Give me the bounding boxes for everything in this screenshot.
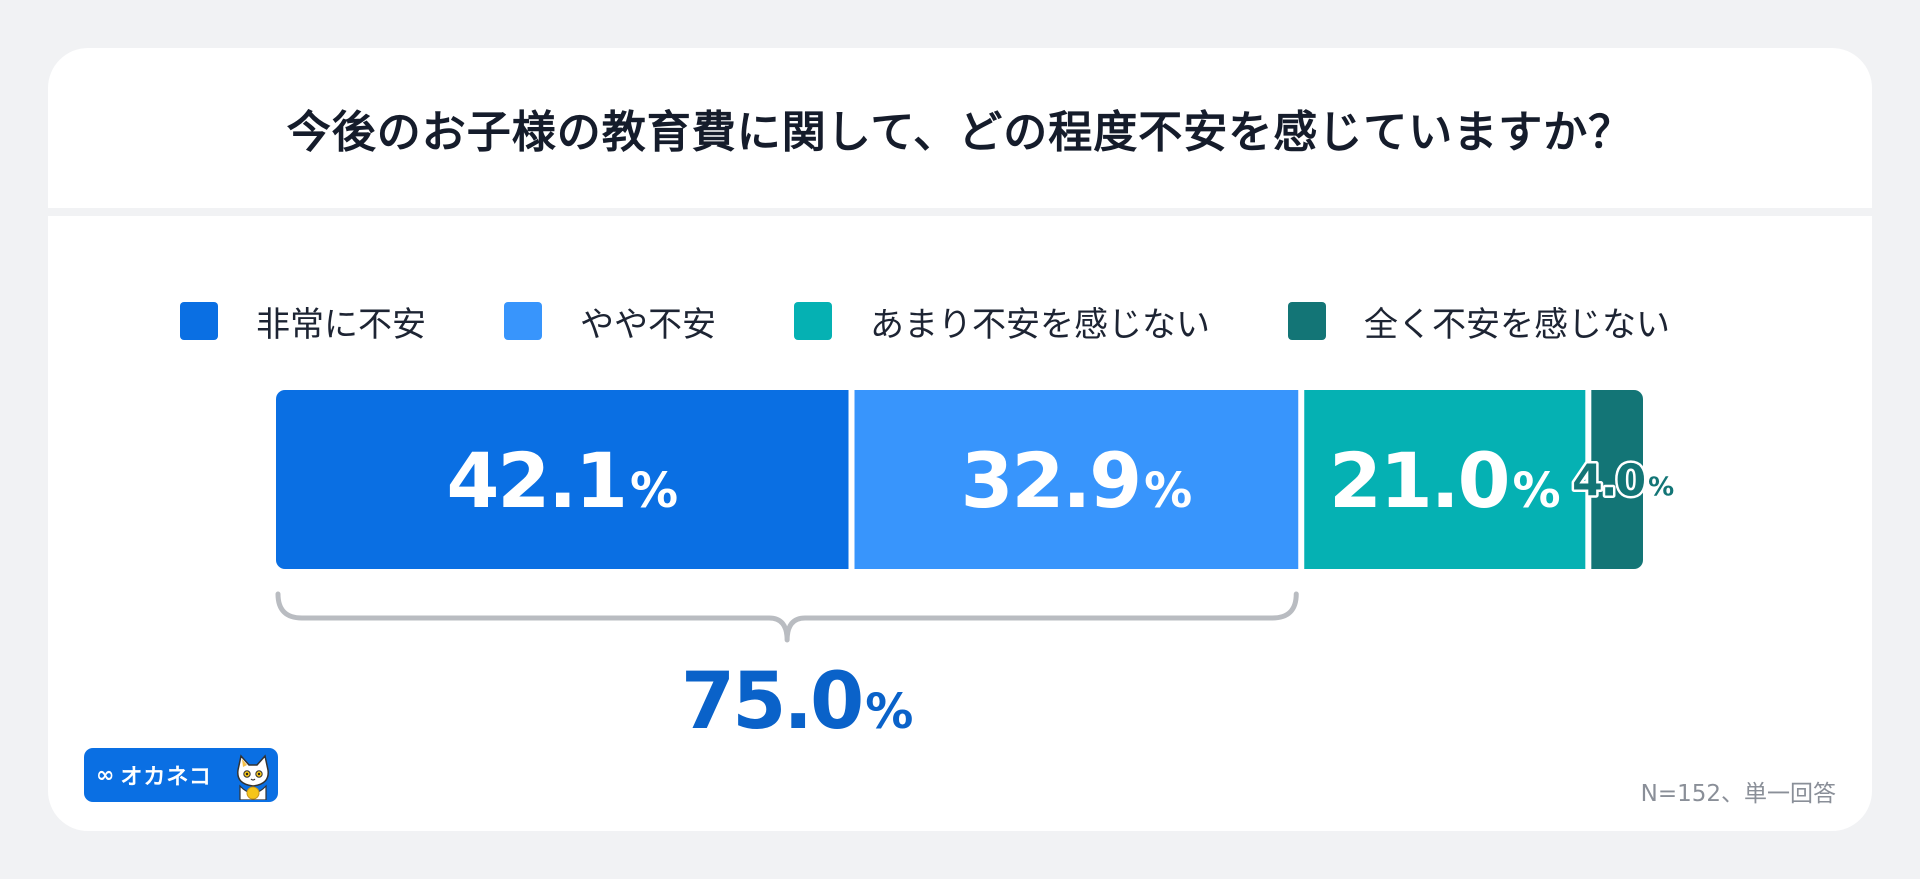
legend-item-very-anxious: 非常に不安 [180, 297, 426, 346]
sample-size-note: N=152、単一回答 [1640, 781, 1836, 807]
title-area: 今後のお子様の教育費に関して、どの程度不安を感じていますか？ [48, 48, 1872, 208]
bar-value-label-3: 21.0% [1329, 436, 1561, 525]
chart-card: 今後のお子様の教育費に関して、どの程度不安を感じていますか？ 非常に不安 やや不… [48, 48, 1872, 831]
page-title: 今後のお子様の教育費に関して、どの程度不安を感じていますか？ [286, 107, 1634, 158]
bar-segment-1 [276, 390, 849, 569]
bar-segment-2 [854, 390, 1299, 569]
legend: 非常に不安 やや不安 あまり不安を感じない 全く不安を感じない [180, 301, 1670, 345]
bracket-total-label: 75.0% [681, 657, 914, 747]
bracket [275, 591, 1299, 643]
bar-value-label-2: 32.9% [961, 436, 1193, 525]
okaneko-logo: ∞ オカネコ [84, 748, 278, 802]
legend-item-not-very-anxious: あまり不安を感じない [794, 297, 1210, 346]
divider [48, 208, 1872, 216]
legend-swatch [180, 302, 218, 340]
bar-segment-4 [1591, 390, 1643, 569]
bar-value-label-1: 42.1% [446, 436, 678, 525]
infinity-icon: ∞ [96, 762, 115, 788]
legend-swatch [794, 302, 832, 340]
logo-text: オカネコ [120, 765, 212, 790]
stacked-bar-chart: 42.1% 32.9% 21.0% 4.0 % 75.0% [275, 390, 1677, 747]
legend-swatch [504, 302, 542, 340]
bar-value-label-4: 4.0% [1572, 455, 1674, 506]
bar-segment-3 [1304, 390, 1586, 569]
legend-item-somewhat-anxious: やや不安 [504, 297, 716, 346]
legend-swatch [1288, 302, 1326, 340]
legend-label: 非常に不安 [256, 304, 426, 345]
legend-item-not-anxious-at-all: 全く不安を感じない [1288, 297, 1670, 346]
legend-label: あまり不安を感じない [870, 304, 1210, 345]
cat-mascot-icon [237, 754, 269, 800]
legend-label: 全く不安を感じない [1364, 304, 1670, 345]
legend-label: やや不安 [580, 304, 716, 345]
